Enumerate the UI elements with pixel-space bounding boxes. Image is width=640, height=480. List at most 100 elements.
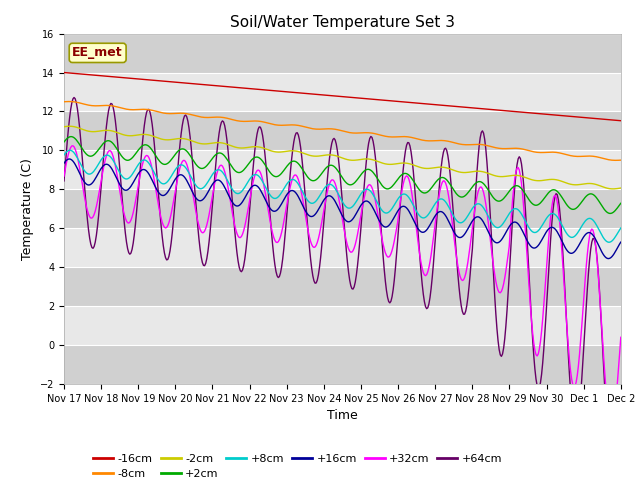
Bar [64,267,621,306]
+8cm [605,240,612,245]
Legend: -16cm, -8cm, -2cm, +2cm, +8cm, +16cm, +32cm, +64cm: -16cm, -8cm, -2cm, +2cm, +8cm, +16cm, +3… [89,449,507,480]
+32cm [329,177,337,183]
-8cm [326,126,333,132]
+8cm [617,225,625,231]
+2cm [393,178,401,184]
Bar [64,111,621,150]
-16cm [392,98,399,104]
+64cm [326,155,333,160]
-16cm [60,70,68,75]
+16cm [326,193,333,199]
Bar [64,306,621,345]
+8cm [326,181,333,187]
-16cm [617,118,625,123]
+16cm [60,160,68,166]
Line: -8cm: -8cm [64,102,621,160]
+64cm [518,161,525,167]
+32cm [362,187,370,192]
+16cm [617,239,625,245]
+2cm [606,211,614,216]
-2cm [393,161,401,167]
+32cm [605,411,612,417]
+64cm [70,95,78,100]
+32cm [608,420,616,426]
+8cm [362,186,370,192]
+16cm [362,198,370,204]
-16cm [328,93,335,98]
-8cm [60,99,68,105]
Line: -2cm: -2cm [64,126,621,189]
-8cm [611,157,619,163]
+8cm [60,152,68,158]
Line: +2cm: +2cm [64,137,621,214]
+16cm [605,256,612,262]
+8cm [329,183,337,189]
-2cm [362,156,370,162]
+8cm [66,147,74,153]
Text: EE_met: EE_met [72,47,123,60]
Line: +16cm: +16cm [64,159,621,259]
-16cm [362,96,369,101]
-2cm [329,152,337,158]
-2cm [326,152,333,158]
Bar [64,150,621,189]
Line: +32cm: +32cm [64,146,621,423]
+64cm [617,395,625,401]
+16cm [329,195,337,201]
+2cm [67,134,74,140]
Bar [64,345,621,384]
-8cm [518,146,525,152]
Bar [64,228,621,267]
+16cm [66,156,74,162]
+2cm [605,210,612,216]
+32cm [518,180,525,186]
+2cm [60,139,68,145]
Line: -16cm: -16cm [64,72,621,120]
+64cm [60,178,68,184]
+8cm [606,240,614,245]
+2cm [362,167,370,172]
+32cm [617,335,625,340]
+32cm [393,226,401,232]
Bar [64,189,621,228]
Bar [64,72,621,111]
+16cm [518,226,525,232]
+32cm [326,181,333,187]
-2cm [609,186,617,192]
+32cm [60,173,68,179]
+2cm [617,201,625,206]
+64cm [609,475,617,480]
-8cm [362,130,370,135]
-2cm [518,173,525,179]
-16cm [516,109,524,115]
-2cm [60,124,68,130]
-2cm [617,185,625,191]
-8cm [617,157,625,163]
-2cm [66,123,74,129]
+32cm [69,143,77,149]
Line: +64cm: +64cm [64,97,621,478]
+64cm [362,158,370,164]
-2cm [605,186,612,192]
Title: Soil/Water Temperature Set 3: Soil/Water Temperature Set 3 [230,15,455,30]
+2cm [518,186,525,192]
+64cm [329,137,337,143]
+2cm [326,163,333,168]
+2cm [329,163,337,168]
-8cm [393,134,401,140]
+64cm [605,447,612,453]
X-axis label: Time: Time [327,409,358,422]
+16cm [393,210,401,216]
+16cm [606,255,614,261]
+8cm [393,198,401,204]
Bar [64,34,621,72]
-8cm [329,126,337,132]
-8cm [605,157,612,163]
-16cm [324,93,332,98]
-16cm [604,117,611,122]
Y-axis label: Temperature (C): Temperature (C) [21,158,35,260]
+8cm [518,211,525,217]
Line: +8cm: +8cm [64,150,621,242]
-8cm [66,99,74,105]
+64cm [393,252,401,258]
